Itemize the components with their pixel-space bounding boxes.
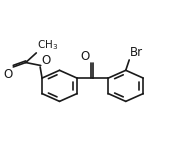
Text: O: O (3, 68, 12, 81)
Text: Br: Br (130, 46, 143, 59)
Text: CH$_3$: CH$_3$ (37, 39, 58, 53)
Text: O: O (42, 54, 51, 67)
Text: O: O (80, 50, 89, 63)
